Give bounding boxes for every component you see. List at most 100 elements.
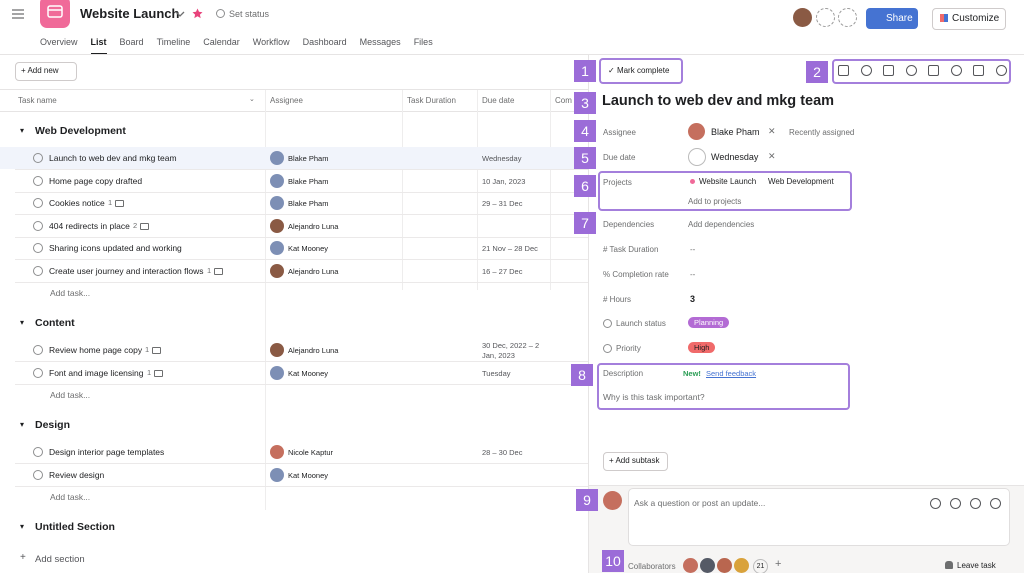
section-chevron[interactable]: ▾ (20, 522, 25, 531)
collaborator-avatar[interactable] (734, 558, 749, 573)
member-avatar[interactable] (793, 8, 812, 27)
due-date[interactable]: 28 – 30 Dec (482, 448, 523, 457)
tab[interactable]: Dashboard (302, 37, 347, 47)
assignee[interactable]: Blake Pham (288, 199, 329, 208)
task-name[interactable]: Home page copy drafted (49, 175, 143, 186)
task-name[interactable]: Create user journey and interaction flow… (49, 265, 204, 276)
action-icon[interactable] (838, 65, 849, 76)
tab[interactable]: Workflow (252, 37, 290, 47)
project-section[interactable]: Web Development (768, 177, 834, 186)
column-header[interactable]: Assignee (270, 96, 303, 105)
due-value[interactable]: Wednesday (711, 152, 759, 162)
task-name[interactable]: Font and image licensing (49, 367, 144, 378)
task-name[interactable]: Design interior page templates (49, 447, 165, 457)
section-name[interactable]: Web Development (35, 125, 126, 137)
action-icon[interactable] (995, 65, 1007, 76)
add-member[interactable] (838, 8, 857, 27)
section-name[interactable]: Untitled Section (35, 521, 115, 533)
column-header[interactable]: Task name (18, 96, 57, 105)
add-section[interactable]: + (20, 552, 26, 563)
due-date[interactable]: 30 Dec, 2022 – 2 Jan, 2023 (482, 341, 540, 360)
assignee[interactable]: Blake Pham (288, 176, 329, 186)
assignee[interactable]: Kat Mooney (288, 470, 329, 480)
priority-pill[interactable]: High (688, 342, 716, 353)
assignee[interactable]: Alejandro Luna (288, 221, 339, 231)
add-collaborator[interactable]: + (775, 558, 782, 570)
recently-assigned[interactable]: Recently assigned (789, 128, 855, 137)
section-name[interactable]: Design (35, 419, 71, 431)
assignee[interactable]: Kat Mooney (288, 244, 329, 253)
section-chevron[interactable]: ▾ (20, 318, 25, 327)
task-title[interactable]: Launch to web dev and mkg team (602, 93, 835, 109)
add-section-label[interactable]: Add section (35, 554, 85, 565)
column-header[interactable]: Due date (482, 96, 515, 105)
leave-task[interactable]: Leave task (957, 561, 996, 570)
description-box[interactable] (597, 363, 850, 410)
assignee[interactable]: Alejandro Luna (288, 346, 339, 355)
check-icon[interactable] (33, 198, 43, 208)
add-task[interactable]: Add task... (50, 492, 91, 502)
comment-icon[interactable] (930, 498, 941, 509)
action-icon[interactable] (950, 65, 962, 76)
check-icon[interactable] (33, 220, 43, 231)
favorite-star[interactable] (192, 8, 203, 19)
section-chevron[interactable]: ▾ (20, 420, 25, 429)
section-chevron[interactable]: ▾ (20, 126, 25, 135)
check-icon[interactable] (33, 243, 43, 253)
check-icon[interactable] (33, 345, 43, 355)
remove-assignee[interactable]: ✕ (768, 126, 776, 136)
collaborator-avatar[interactable] (700, 558, 715, 573)
customize-button[interactable] (932, 8, 1006, 30)
hours-value[interactable]: 3 (690, 294, 696, 304)
action-icon[interactable] (928, 65, 939, 76)
action-icon[interactable] (883, 65, 894, 76)
due-date[interactable]: Tuesday (482, 368, 511, 378)
task-name[interactable]: 404 redirects in place (49, 220, 130, 231)
task-name[interactable]: Review design (49, 469, 105, 480)
assignee-value[interactable]: Blake Pham (711, 127, 760, 137)
task-name[interactable]: Sharing icons updated and working (49, 243, 182, 253)
add-task[interactable]: Add task... (50, 288, 91, 298)
share-button[interactable] (866, 8, 918, 29)
collaborator-avatar[interactable] (717, 558, 732, 573)
collaborator-avatar[interactable] (683, 558, 698, 573)
assignee[interactable]: Alejandro Luna (288, 266, 339, 276)
check-icon[interactable] (33, 265, 43, 276)
task-duration-value[interactable]: -- (690, 245, 696, 254)
comment-icon[interactable] (970, 498, 981, 509)
due-date[interactable]: Wednesday (482, 154, 522, 163)
column-header[interactable]: Task Duration (407, 96, 456, 105)
action-icon[interactable] (905, 65, 917, 76)
check-icon[interactable] (33, 367, 43, 378)
tab[interactable]: Timeline (156, 37, 191, 47)
action-icon[interactable] (973, 65, 984, 76)
menu-icon[interactable] (12, 9, 24, 19)
comment-input[interactable] (628, 488, 1010, 546)
tab[interactable]: Files (413, 37, 433, 47)
add-member[interactable] (816, 8, 835, 27)
project-value[interactable]: Website Launch (699, 177, 757, 186)
add-task[interactable]: Add task... (50, 390, 91, 400)
collaborators-count[interactable]: 21 (753, 559, 768, 573)
check-icon[interactable] (33, 175, 43, 186)
task-name[interactable]: Review home page copy (49, 345, 143, 355)
tab[interactable]: Calendar (203, 37, 240, 47)
tab[interactable]: Messages (359, 37, 401, 47)
due-date[interactable]: 10 Jan, 2023 (482, 176, 526, 186)
comment-icon[interactable] (990, 498, 1001, 509)
completion-value[interactable]: -- (690, 270, 696, 279)
comment-icon[interactable] (950, 498, 961, 509)
assignee[interactable]: Kat Mooney (288, 368, 329, 378)
add-new-button[interactable] (15, 62, 77, 81)
check-icon[interactable] (33, 447, 43, 457)
tab[interactable]: Board (119, 37, 144, 47)
assignee[interactable]: Nicole Kaptur (288, 448, 334, 457)
column-header[interactable]: Com (555, 96, 572, 105)
due-date[interactable]: 21 Nov – 28 Dec (482, 244, 538, 253)
tab[interactable]: Overview (40, 37, 78, 47)
title-chevron[interactable] (175, 10, 185, 18)
description-placeholder[interactable]: Why is this task important? (603, 392, 705, 402)
due-date[interactable]: 29 – 31 Dec (482, 199, 523, 208)
sort-chevron[interactable]: ⌄ (249, 96, 255, 103)
due-date[interactable]: 16 – 27 Dec (482, 266, 523, 276)
